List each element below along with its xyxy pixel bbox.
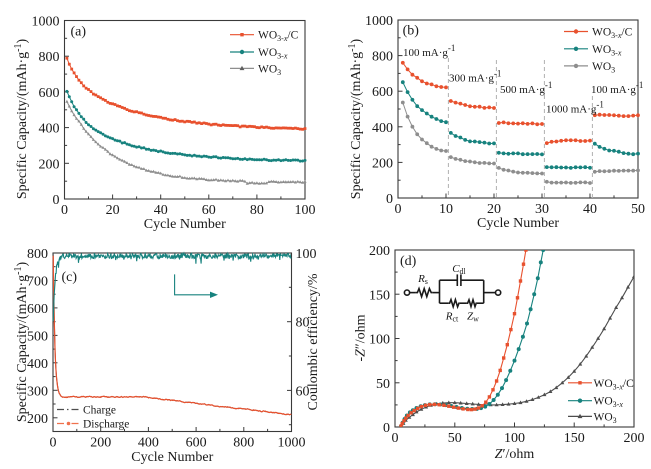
svg-text:WO3: WO3 [594, 411, 617, 425]
svg-text:WO3: WO3 [258, 63, 281, 77]
svg-text:Discharge: Discharge [83, 419, 129, 431]
svg-text:80: 80 [250, 203, 264, 218]
svg-text:Rct: Rct [445, 311, 459, 324]
svg-text:1000: 1000 [32, 15, 60, 30]
svg-text:Zw: Zw [467, 311, 479, 324]
svg-text:10: 10 [439, 202, 453, 217]
svg-text:(d): (d) [400, 254, 417, 269]
svg-text:200: 200 [372, 156, 393, 171]
svg-text:80: 80 [296, 316, 310, 331]
svg-text:150: 150 [369, 288, 390, 303]
svg-text:Cycle Number: Cycle Number [144, 217, 226, 232]
svg-text:0: 0 [383, 421, 390, 436]
svg-text:1000: 1000 [278, 436, 306, 451]
svg-text:Cycle Number: Cycle Number [477, 216, 559, 231]
svg-text:20: 20 [106, 203, 120, 218]
svg-text:(a): (a) [71, 25, 87, 40]
svg-text:500: 500 [27, 329, 48, 344]
svg-text:0: 0 [392, 431, 399, 446]
svg-text:WO3-x/C: WO3-x/C [594, 378, 635, 392]
svg-text:700: 700 [27, 274, 48, 289]
svg-text:600: 600 [186, 436, 207, 451]
svg-text:600: 600 [39, 86, 60, 101]
svg-text:30: 30 [535, 202, 549, 217]
svg-text:100: 100 [369, 333, 390, 348]
svg-text:WO3: WO3 [592, 61, 615, 75]
svg-text:40: 40 [154, 203, 168, 218]
svg-text:(b): (b) [403, 24, 420, 39]
svg-text:20: 20 [487, 202, 501, 217]
svg-text:50: 50 [631, 202, 645, 217]
svg-text:Z′/ohm: Z′/ohm [495, 447, 535, 462]
svg-text:100: 100 [504, 431, 525, 446]
svg-text:0: 0 [53, 193, 60, 208]
svg-text:Coulombic efficiency/%: Coulombic efficiency/% [306, 273, 321, 410]
svg-text:Rs: Rs [417, 273, 428, 286]
svg-text:800: 800 [39, 50, 60, 65]
svg-text:Charge: Charge [83, 405, 116, 417]
svg-text:WO3-x/C: WO3-x/C [258, 30, 299, 44]
svg-text:400: 400 [27, 357, 48, 372]
svg-text:300: 300 [27, 384, 48, 399]
svg-text:600: 600 [27, 302, 48, 317]
svg-text:60: 60 [202, 203, 216, 218]
svg-text:(c): (c) [62, 270, 78, 285]
svg-text:200: 200 [369, 244, 390, 259]
svg-text:200: 200 [27, 412, 48, 427]
svg-text:500 mA·g-1: 500 mA·g-1 [500, 80, 552, 96]
svg-text:Specific Capacity/(mAh·g-1): Specific Capacity/(mAh·g-1) [347, 38, 364, 199]
svg-text:800: 800 [233, 436, 254, 451]
svg-text:60: 60 [296, 384, 310, 399]
svg-text:400: 400 [39, 122, 60, 137]
svg-text:400: 400 [372, 121, 393, 136]
svg-text:800: 800 [27, 247, 48, 262]
svg-text:50: 50 [376, 377, 390, 392]
svg-text:0: 0 [61, 203, 68, 218]
svg-text:100 mA·g-1: 100 mA·g-1 [591, 80, 643, 96]
svg-text:40: 40 [583, 202, 597, 217]
svg-text:150: 150 [564, 431, 585, 446]
svg-text:600: 600 [372, 85, 393, 100]
svg-text:WO3-x/C: WO3-x/C [592, 27, 633, 41]
svg-text:300 mA·g-1: 300 mA·g-1 [449, 68, 501, 84]
svg-text:0: 0 [386, 192, 393, 207]
svg-text:0: 0 [50, 436, 57, 451]
svg-text:100 mA·g-1: 100 mA·g-1 [403, 43, 455, 59]
svg-text:200: 200 [624, 431, 645, 446]
svg-text:-Z″/ohm: -Z″/ohm [354, 314, 369, 361]
svg-text:Cycle Number: Cycle Number [131, 450, 213, 465]
svg-text:200: 200 [90, 436, 111, 451]
svg-text:Cdl: Cdl [452, 263, 466, 276]
svg-text:1000 mA·g-1: 1000 mA·g-1 [546, 100, 604, 116]
svg-text:100: 100 [295, 203, 316, 218]
svg-text:Specific Capacity/(mAh·g-1): Specific Capacity/(mAh·g-1) [13, 261, 30, 422]
svg-text:1000: 1000 [365, 14, 393, 29]
svg-text:Specific Capacity/(mAh·g-1): Specific Capacity/(mAh·g-1) [13, 38, 30, 199]
svg-text:50: 50 [448, 431, 462, 446]
svg-text:100: 100 [296, 247, 317, 262]
svg-text:800: 800 [372, 50, 393, 65]
svg-text:0: 0 [395, 202, 402, 217]
svg-text:400: 400 [138, 436, 159, 451]
svg-text:200: 200 [39, 157, 60, 172]
